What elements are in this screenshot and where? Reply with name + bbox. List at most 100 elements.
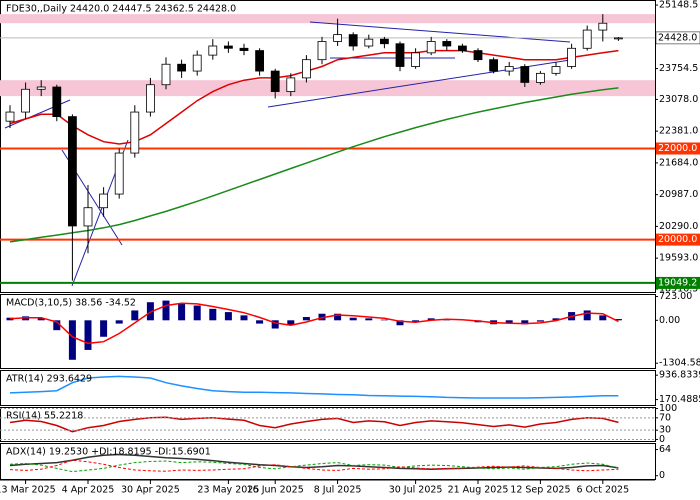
histogram-bar bbox=[193, 305, 201, 321]
x-tick-label: 13 Mar 2025 bbox=[0, 485, 56, 496]
candle-body bbox=[5, 111, 15, 122]
candle-body bbox=[208, 45, 218, 56]
histogram-bar bbox=[536, 320, 544, 322]
indicator-line bbox=[9, 460, 619, 473]
y-tick-label: 64 bbox=[659, 444, 671, 455]
indicator-line bbox=[9, 375, 619, 399]
histogram-bar bbox=[427, 318, 435, 321]
x-tick-label: 8 Jul 2025 bbox=[314, 485, 362, 496]
candle-body bbox=[301, 59, 311, 79]
indicator-line bbox=[9, 302, 619, 345]
histogram-bar bbox=[349, 317, 357, 321]
candle-body bbox=[520, 66, 530, 83]
level-label-box bbox=[656, 276, 700, 289]
candle-body bbox=[36, 86, 46, 90]
histogram-bar bbox=[396, 320, 404, 326]
histogram-bar bbox=[53, 320, 61, 331]
histogram-bar bbox=[100, 320, 108, 337]
histogram-bar bbox=[380, 319, 388, 321]
y-tick-label: 936.8339 bbox=[659, 370, 700, 381]
candle-body bbox=[489, 59, 499, 72]
panel-frame bbox=[0, 294, 656, 369]
histogram-bar bbox=[6, 317, 14, 321]
y-tick-label: 70 bbox=[659, 412, 671, 423]
candle-body bbox=[364, 38, 374, 47]
x-tick-label: 21 Aug 2025 bbox=[448, 485, 509, 496]
candle-body bbox=[223, 45, 233, 49]
histogram-bar bbox=[583, 310, 591, 321]
candle-body bbox=[145, 84, 155, 113]
current-price-label: 24428.0 bbox=[658, 32, 697, 43]
histogram-bar bbox=[334, 313, 342, 321]
candle-body bbox=[21, 88, 31, 113]
y-tick-label: 23078.0 bbox=[659, 94, 698, 105]
current-price-box bbox=[655, 31, 700, 45]
candle-body bbox=[598, 22, 608, 31]
indicator-line bbox=[9, 459, 619, 472]
indicator-line bbox=[9, 416, 619, 433]
level-label: 19049.2 bbox=[658, 277, 697, 288]
histogram-bar bbox=[209, 308, 217, 321]
y-tick-label: 100 bbox=[659, 403, 677, 414]
candle-body bbox=[83, 207, 93, 227]
panel-frame bbox=[0, 370, 656, 406]
level-label-box bbox=[656, 233, 700, 246]
indicator-line bbox=[9, 49, 619, 145]
candle-body bbox=[442, 41, 452, 47]
level-label: 20000.0 bbox=[658, 234, 697, 245]
histogram-bar bbox=[115, 320, 123, 324]
candle-body bbox=[161, 63, 171, 86]
level-label: 22000.0 bbox=[658, 143, 697, 154]
candle-body bbox=[582, 29, 592, 49]
candle-body bbox=[68, 116, 77, 227]
histogram-bar bbox=[521, 320, 529, 325]
axis-strip bbox=[656, 407, 700, 441]
y-tick-label: 0.00 bbox=[659, 315, 680, 326]
histogram-bar bbox=[271, 320, 279, 329]
y-tick-label: 25148.5 bbox=[659, 0, 698, 11]
histogram-bar bbox=[224, 312, 232, 321]
axis-strip bbox=[656, 370, 700, 405]
histogram-bar bbox=[599, 315, 607, 321]
panel-title: RSI(14) 55.2218 bbox=[6, 411, 83, 422]
candle-body bbox=[348, 34, 358, 47]
y-tick-label: 0 bbox=[659, 470, 665, 481]
histogram-bar bbox=[162, 300, 170, 321]
histogram-bar bbox=[256, 320, 264, 324]
y-tick-label: 0 bbox=[659, 434, 665, 445]
histogram-bar bbox=[365, 318, 373, 321]
y-tick-label: 21684.0 bbox=[659, 157, 698, 168]
panel-frame bbox=[0, 407, 656, 442]
candle-body bbox=[457, 45, 467, 51]
histogram-bar bbox=[505, 320, 513, 323]
histogram-bar bbox=[131, 310, 139, 321]
y-tick-label: 20987.0 bbox=[659, 189, 698, 200]
histogram-bar bbox=[412, 320, 420, 322]
candle-body bbox=[286, 77, 296, 92]
candle-body bbox=[567, 47, 576, 67]
x-tick-label: 6 Oct 2025 bbox=[576, 485, 629, 496]
candle-body bbox=[99, 193, 108, 209]
histogram-bar bbox=[37, 318, 45, 321]
y-tick-label: -1304.58 bbox=[659, 358, 700, 369]
y-tick-label: 19593.0 bbox=[659, 253, 698, 264]
y-tick-label: 23754.5 bbox=[659, 63, 698, 74]
histogram-bar bbox=[240, 315, 248, 321]
candle-body bbox=[52, 86, 62, 118]
candle-body bbox=[255, 50, 265, 72]
candle-body bbox=[411, 52, 421, 67]
panel-title: ADX(14) 19.2530 +DI:18.8195 -DI:15.6901 bbox=[6, 447, 211, 458]
candle-body bbox=[333, 34, 343, 42]
y-tick-label: 18916.5 bbox=[659, 283, 698, 294]
candle-body bbox=[192, 54, 202, 72]
axis-strip bbox=[656, 294, 700, 368]
candle-body bbox=[177, 63, 187, 72]
panel-frame bbox=[0, 0, 656, 293]
candle-body bbox=[504, 66, 514, 72]
y-tick-label: 170.4885 bbox=[659, 394, 700, 405]
histogram-bar bbox=[146, 302, 154, 321]
indicator-line bbox=[9, 87, 619, 243]
candle-body bbox=[114, 152, 124, 195]
candle-body bbox=[395, 43, 405, 67]
panel-title: ATR(14) 293.6429 bbox=[6, 374, 92, 385]
